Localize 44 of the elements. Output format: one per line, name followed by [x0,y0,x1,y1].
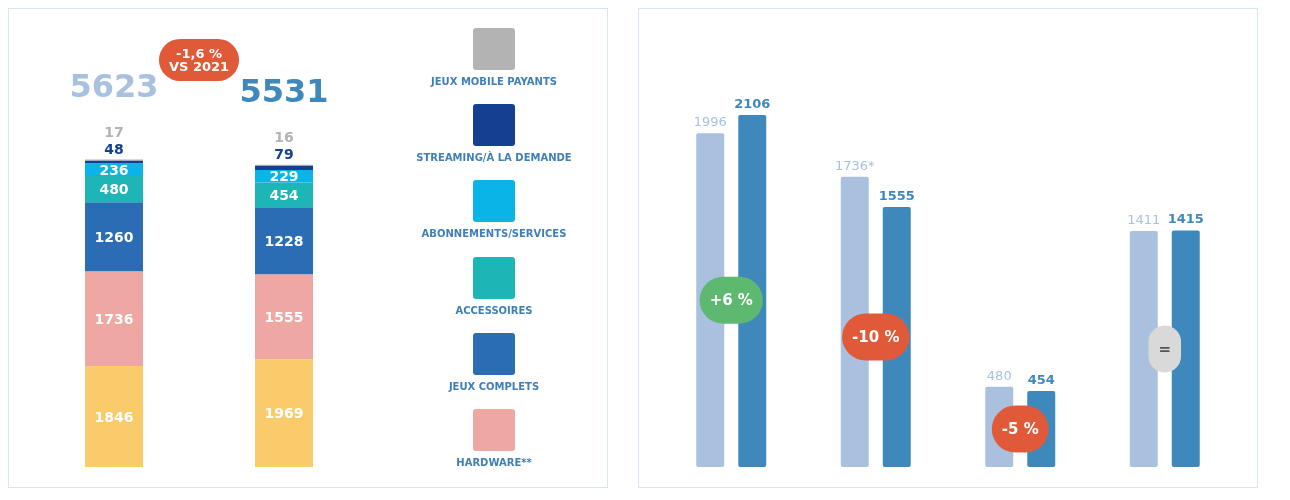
data-label: 1969 [264,405,304,422]
annotation: +6 % [709,291,753,310]
data-label: 1736 [94,310,134,327]
text: HARDWARE** [456,457,532,469]
bar [255,207,313,275]
bar [255,359,313,467]
bar [255,165,313,170]
text: JEUX COMPLETS [448,380,540,392]
data-label: 454 [1027,372,1055,388]
bar [85,202,143,272]
data-label: 16 [274,128,294,145]
bar [1129,231,1158,467]
data-label: 1846 [94,408,134,425]
data-label: 1736* [834,157,876,173]
data-label: 480 [99,181,129,198]
data-label: 17 [104,123,124,140]
annotation: = [1158,340,1172,359]
data-label: 79 [274,145,294,162]
data-label: 236 [99,161,129,178]
annotation: -5 % [1001,420,1039,439]
bar [255,274,313,360]
bar [85,271,143,367]
bar [1171,230,1200,467]
data-label: 1415 [1167,211,1204,227]
total-label: 5531 [239,71,329,110]
data-label: 1411 [1127,212,1161,228]
text: ABONNEMENTS/SERVICES [421,228,567,240]
data-label: 1555 [264,308,304,325]
annotation: -10 % [852,328,900,346]
data-label: 1228 [264,232,304,249]
data-label: 1555 [878,188,915,203]
total-label: 5623 [69,66,159,105]
text: JEUX MOBILE PAYANTS [431,75,557,87]
data-label: 2106 [734,95,771,111]
data-label: 1996 [693,114,727,130]
text: -1,6 % VS 2021 [168,46,230,74]
data-label: 229 [269,168,299,185]
data-label: 48 [104,140,124,157]
text: STREAMING/À LA DEMANDE [416,151,572,163]
bar [85,366,143,467]
text: ACCESSOIRES [455,304,533,316]
data-label: 480 [986,367,1012,383]
data-label: 454 [269,186,299,203]
data-label: 1260 [94,228,134,245]
